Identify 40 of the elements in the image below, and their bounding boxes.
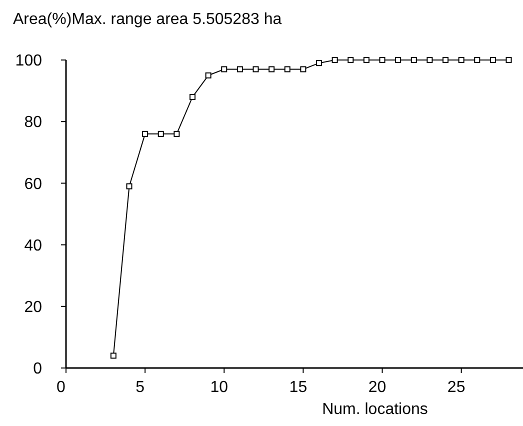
point (474, 57, 480, 63)
point (174, 130, 180, 137)
point (458, 57, 464, 63)
y-tick-label: 60 (24, 176, 42, 193)
point (506, 57, 512, 63)
x-tick-label: 10 (210, 379, 228, 396)
point (158, 130, 164, 137)
point (190, 94, 196, 100)
point (442, 57, 449, 63)
point (410, 57, 417, 63)
point (252, 66, 259, 72)
x-tick-label: 15 (289, 379, 308, 396)
point (236, 66, 243, 72)
point (363, 57, 370, 63)
y-tick-label: 40 (24, 237, 42, 254)
x-tick-label: 0 (56, 379, 66, 396)
point (300, 66, 306, 72)
point (205, 72, 212, 78)
point (332, 57, 338, 63)
point (316, 60, 322, 66)
point (490, 57, 496, 63)
y-tick-label: 0 (33, 360, 42, 378)
point (426, 57, 433, 63)
x-tick-label: 25 (447, 379, 466, 396)
x-tick-label: 5 (136, 379, 145, 396)
point (142, 130, 148, 137)
point (126, 183, 132, 190)
point (221, 66, 228, 72)
x-axis-title: Num. locations (322, 401, 428, 418)
x-tick-label: 20 (368, 379, 386, 396)
point (268, 66, 275, 72)
y-tick-label: 100 (15, 52, 42, 70)
point (379, 57, 386, 63)
point (284, 66, 290, 72)
point (110, 352, 116, 359)
point (395, 57, 402, 63)
chart-title: Area(%)Max. range area 5.505283 ha (13, 11, 282, 28)
y-tick-label: 80 (24, 114, 42, 132)
point (348, 57, 354, 63)
y-tick-label: 20 (24, 299, 42, 316)
